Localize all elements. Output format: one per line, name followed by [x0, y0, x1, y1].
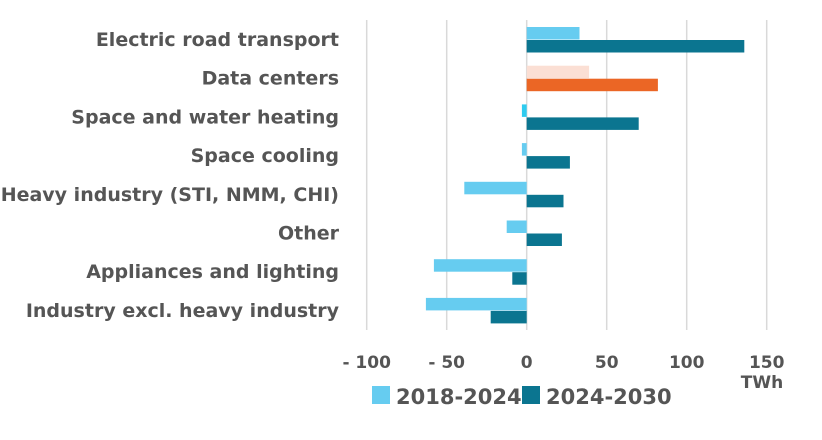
bar-2018-2024 [526, 27, 580, 40]
bar-2018-2024 [521, 143, 527, 156]
category-label: Data centers [202, 68, 339, 90]
legend-swatch [522, 386, 540, 404]
x-tick-label: 50 [595, 353, 619, 373]
bar-2018-2024 [506, 220, 527, 233]
x-tick-label: - 100 [342, 353, 391, 373]
bar-2018-2024 [464, 181, 527, 195]
category-label: Electric road transport [96, 29, 339, 51]
bar-2024-2030 [526, 117, 639, 130]
x-tick-label: 100 [669, 353, 705, 373]
legend-swatch [372, 386, 390, 404]
category-label: Other [278, 223, 340, 245]
category-label: Appliances and lighting [86, 261, 339, 283]
x-axis-unit: TWh [741, 373, 783, 393]
bar-2024-2030 [526, 156, 570, 169]
category-label: Space cooling [191, 145, 339, 167]
bar-2024-2030 [512, 272, 527, 285]
bar-2018-2024 [521, 104, 527, 117]
bar-2018-2024 [526, 65, 590, 79]
x-tick-label: - 50 [428, 353, 465, 373]
bar-2024-2030 [526, 233, 562, 246]
legend-label: 2018-2024 [396, 385, 522, 409]
category-label: Industry excl. heavy industry [26, 300, 340, 322]
x-tick-label: 0 [521, 353, 533, 373]
x-tick-label: 150 [749, 353, 785, 373]
category-label: Space and water heating [71, 106, 339, 128]
legend-label: 2024-2030 [546, 385, 672, 409]
bar-2018-2024 [433, 259, 527, 272]
category-label: Heavy industry (STI, NMM, CHI) [1, 184, 339, 206]
bar-2024-2030 [526, 194, 564, 208]
bar-2024-2030 [526, 78, 658, 92]
bar-2024-2030 [490, 310, 527, 324]
bar-2024-2030 [526, 40, 745, 53]
bar-2018-2024 [425, 297, 527, 311]
